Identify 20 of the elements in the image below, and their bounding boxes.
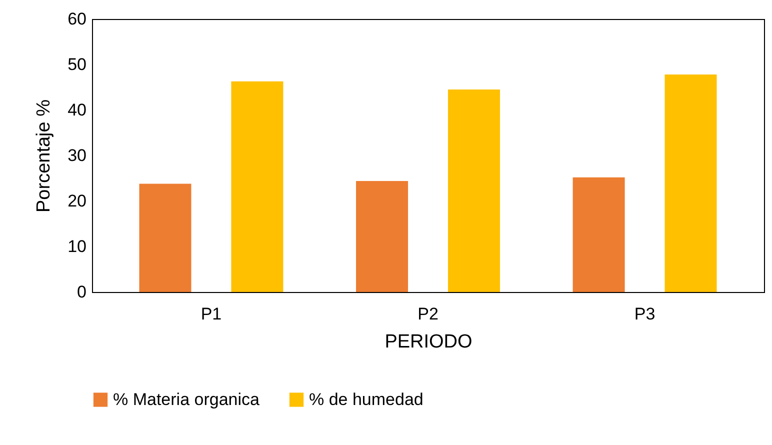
legend-label: % Materia organica [113,390,260,409]
y-tick-label: 20 [68,192,86,210]
x-tick-label: P3 [634,304,656,324]
bar [572,177,625,292]
y-tick-label: 50 [68,55,86,74]
bar [448,90,500,292]
y-tick-label: 40 [68,100,86,120]
bar [664,74,717,292]
bar [139,184,192,292]
y-tick-label: 60 [68,10,86,28]
y-tick-label: 30 [68,146,86,165]
y-tick-label: 10 [68,237,86,256]
x-axis-title: PERIODO [384,332,472,352]
y-tick-label: 0 [77,282,86,302]
x-tick-label: P1 [200,304,222,324]
bar [356,180,408,292]
x-tick-label: P2 [418,304,438,324]
bar [231,81,284,292]
y-axis-title: Porcentaje % [34,99,55,213]
legend-label: % de humedad [309,390,424,409]
